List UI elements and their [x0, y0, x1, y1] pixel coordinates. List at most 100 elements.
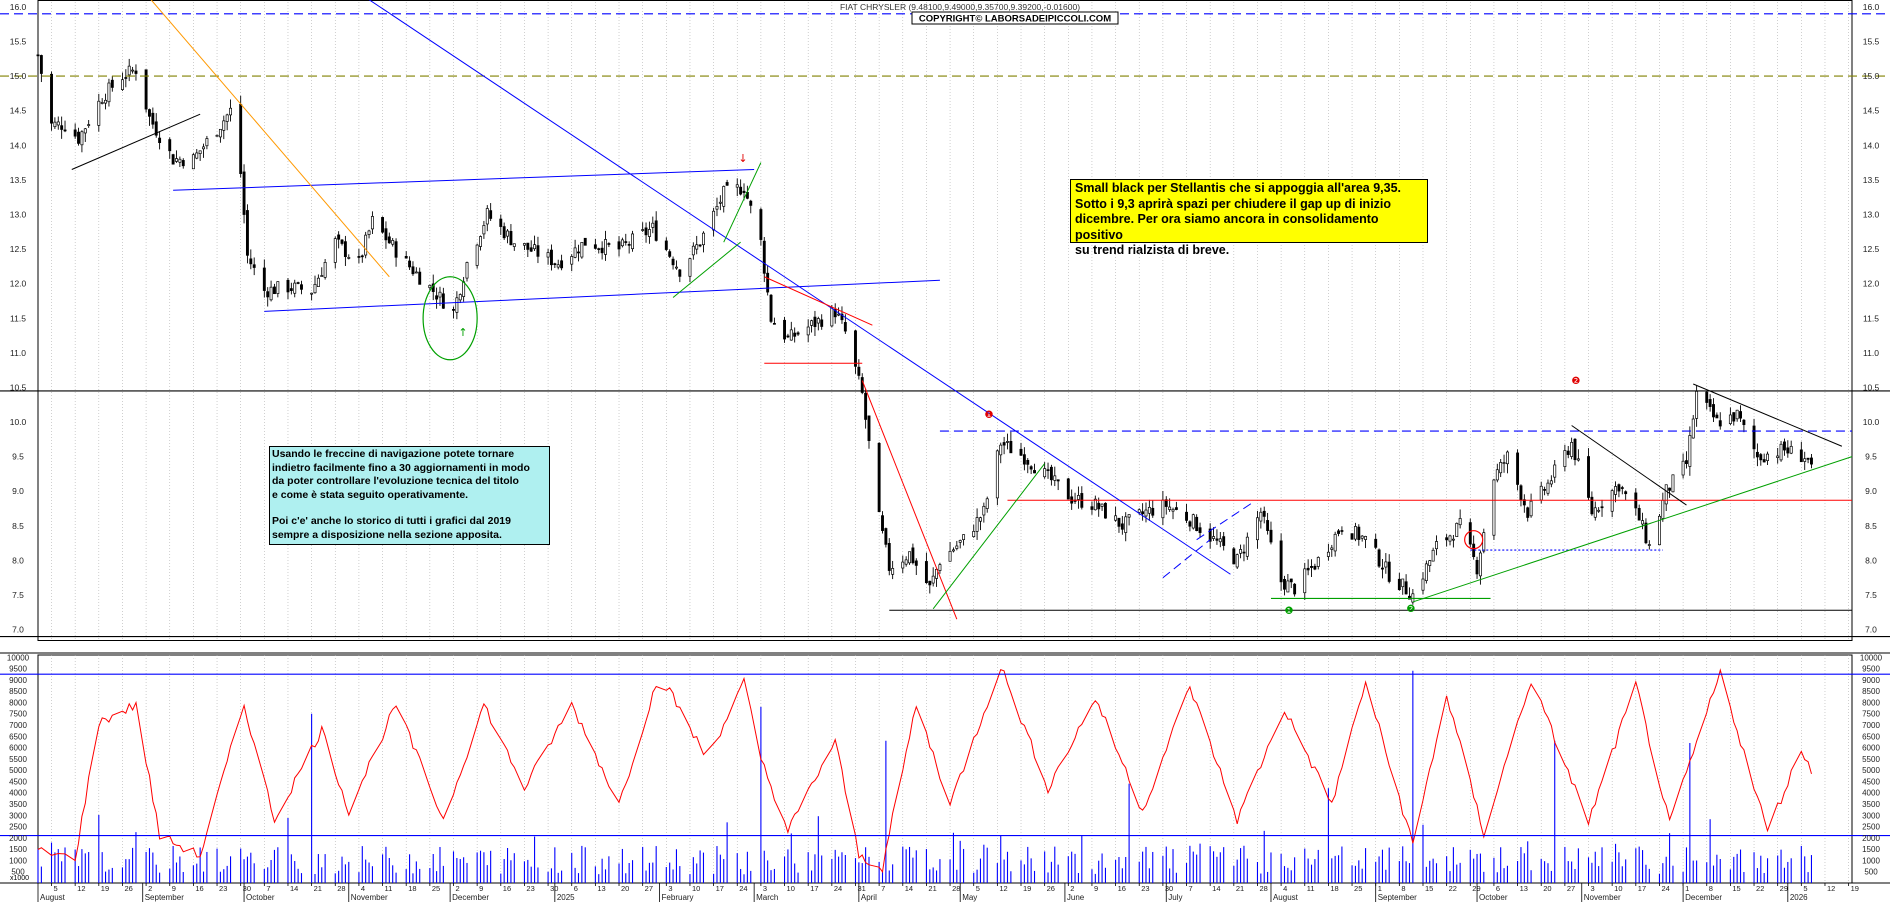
day-tick-label: 28	[952, 884, 960, 893]
volume-tick-left: 3500	[9, 800, 27, 809]
candle-body	[607, 243, 611, 245]
candle-body	[1688, 435, 1692, 467]
candle-body	[1046, 469, 1050, 472]
candle-body	[110, 79, 114, 88]
analysis-note-text: Small black per Stellantis che si appogg…	[1075, 181, 1402, 257]
candle-body	[1043, 468, 1047, 478]
candle-body	[702, 232, 705, 246]
candle-body	[202, 146, 205, 150]
candle-body	[1668, 487, 1672, 491]
price-tick-right: 16.0	[1863, 2, 1880, 12]
candle-body	[1546, 482, 1550, 494]
candle-body	[1374, 538, 1378, 548]
candle-body	[1033, 470, 1036, 474]
candle-body	[651, 222, 655, 228]
candle-body	[654, 220, 658, 241]
candle-body	[1478, 552, 1482, 577]
volume-tick-right: 6000	[1862, 744, 1880, 753]
candle-body	[570, 256, 574, 265]
candle-body	[1566, 450, 1570, 455]
green-ellipse-highlight	[422, 276, 478, 361]
candle-body	[810, 320, 814, 326]
candle-body	[1516, 452, 1520, 485]
volume-tick-left: 2000	[9, 834, 27, 843]
candle-body	[1049, 466, 1053, 481]
volume-tick-left: 6000	[9, 744, 27, 753]
price-tick-right: 12.0	[1863, 279, 1880, 289]
candle-body	[904, 559, 908, 565]
candle-body	[1695, 390, 1699, 419]
candle-body	[36, 54, 40, 57]
price-tick-right: 7.0	[1865, 625, 1877, 635]
volume-tick-right: 7000	[1862, 721, 1880, 730]
candle-body	[1428, 560, 1432, 566]
day-tick-label: 7	[1189, 884, 1193, 893]
month-label: October	[1479, 893, 1508, 902]
candle-body	[789, 329, 793, 341]
candle-body	[1235, 554, 1239, 568]
candle-body	[262, 267, 266, 291]
price-tick-left: 15.5	[10, 37, 27, 47]
candle-body	[1053, 475, 1057, 481]
candle-body	[191, 154, 195, 170]
candle-body	[556, 264, 560, 268]
candle-body	[168, 139, 172, 152]
candle-body	[901, 561, 905, 569]
candle-body	[1685, 460, 1688, 464]
candle-body	[1617, 484, 1621, 492]
price-tick-left: 13.0	[10, 209, 27, 219]
candle-body	[1256, 517, 1259, 541]
copyright-box	[911, 11, 1119, 25]
day-tick-label: 30	[1165, 884, 1173, 893]
candle-body	[678, 269, 682, 277]
analysis-note: Small black per Stellantis che si appogg…	[1070, 179, 1428, 257]
candle-body	[1600, 506, 1604, 509]
candle-body	[647, 229, 651, 237]
price-tick-left: 14.0	[10, 140, 27, 150]
candle-body	[1715, 414, 1719, 419]
day-tick-label: 8	[1709, 884, 1713, 893]
candle-body	[1789, 445, 1793, 454]
candle-body	[1739, 411, 1742, 419]
day-tick-label: 18	[1330, 884, 1338, 893]
price-tick-left: 7.5	[12, 590, 24, 600]
navigation-note-text: Usando le freccine di navigazione potete…	[272, 448, 530, 501]
month-label: February	[662, 893, 694, 902]
candle-body	[786, 335, 790, 338]
chart-header: FIAT CHRYSLER (9.48100,9.49000,9.35700,9…	[840, 2, 1119, 25]
day-tick-label: 22	[1449, 884, 1457, 893]
day-tick-label: 25	[432, 884, 440, 893]
candle-body	[674, 266, 678, 269]
price-tick-left: 15.0	[10, 71, 27, 81]
candle-body	[1076, 495, 1080, 500]
candle-body	[124, 77, 128, 79]
price-tick-left: 16.0	[10, 2, 27, 12]
candle-body	[671, 258, 675, 266]
volume-tick-left: 4000	[9, 789, 27, 798]
candle-body	[1093, 498, 1097, 511]
price-tick-right: 11.5	[1863, 313, 1879, 323]
candle-body	[1681, 460, 1685, 476]
price-tick-right: 9.5	[1865, 452, 1877, 462]
day-tick-label: 12	[999, 884, 1007, 893]
candle-body	[627, 244, 631, 246]
candle-body	[438, 291, 442, 298]
candle-body	[972, 531, 976, 537]
candle-body	[249, 258, 253, 265]
price-tick-left: 7.0	[12, 625, 24, 635]
volume-tick-right: 3500	[1862, 800, 1880, 809]
candle-body	[999, 444, 1003, 456]
axis-labels: 7.0 7.0 7.5 7.5 8.0 8.0 8.5 8.5 9.0 9.0 9.5 9.5 10.0…	[7, 2, 1883, 902]
month-label: July	[1168, 893, 1182, 902]
candle-body	[1759, 454, 1763, 461]
candle-body	[1766, 453, 1769, 461]
candle-body	[712, 210, 716, 231]
candle-body	[1009, 441, 1013, 454]
month-label: June	[1067, 893, 1085, 902]
candle-body	[867, 415, 871, 441]
candle-body	[1647, 544, 1651, 546]
candle-body	[1644, 522, 1648, 544]
candle-body	[242, 171, 246, 215]
volume-tick-left: 1500	[9, 845, 27, 854]
month-label: March	[756, 893, 778, 902]
